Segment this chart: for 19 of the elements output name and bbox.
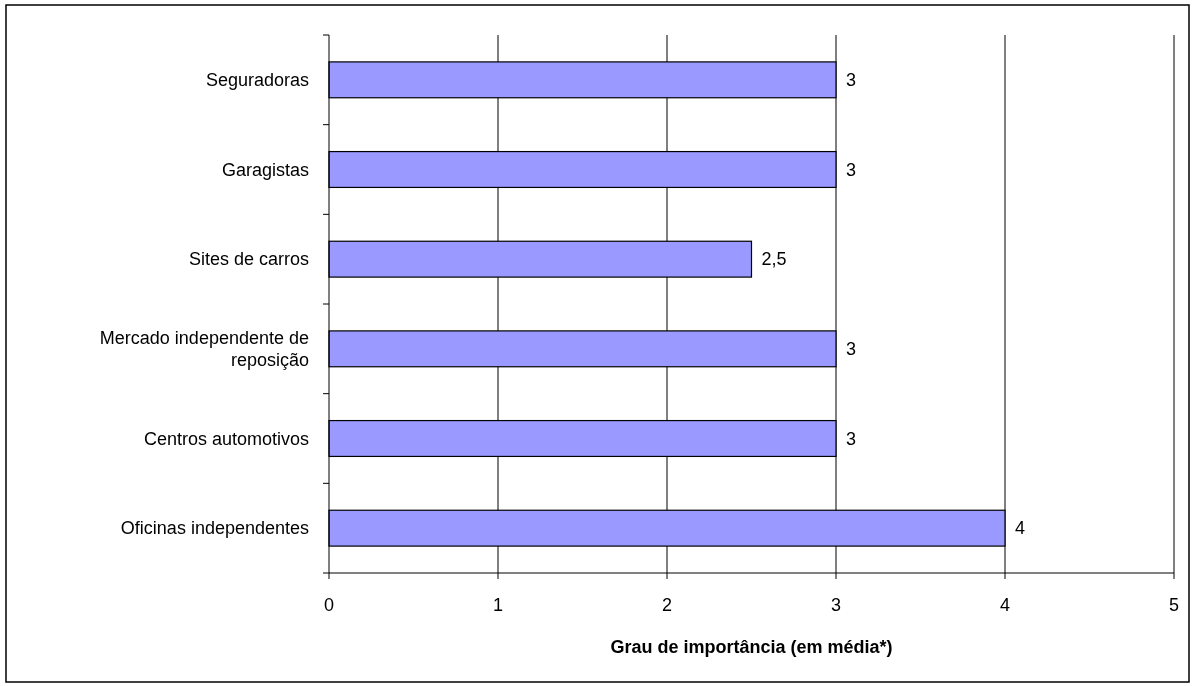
x-tick-label: 5 xyxy=(1168,595,1180,615)
data-label: 4 xyxy=(1015,518,1026,539)
x-tick-label: 0 xyxy=(323,595,335,615)
x-tick-label: 1 xyxy=(492,595,504,615)
data-label: 2,5 xyxy=(761,249,787,270)
x-axis-title: Grau de importância (em média*) xyxy=(610,637,893,657)
x-tick-label: 3 xyxy=(830,595,842,615)
data-label: 3 xyxy=(846,428,857,449)
y-tick-label: Seguradoras xyxy=(205,69,309,90)
x-tick-label: 4 xyxy=(999,595,1011,615)
data-label: 3 xyxy=(846,159,857,180)
y-tick-label: Centros automotivos xyxy=(143,428,309,449)
y-tick-label: Garagistas xyxy=(221,159,309,180)
y-tick-label: Oficinas independentes xyxy=(120,518,309,539)
y-tick-label: Mercado independente de reposição xyxy=(99,327,309,370)
x-tick-label: 2 xyxy=(661,595,673,615)
data-label: 3 xyxy=(846,69,857,90)
y-tick-label: Sites de carros xyxy=(188,249,309,270)
data-label: 3 xyxy=(846,338,857,359)
